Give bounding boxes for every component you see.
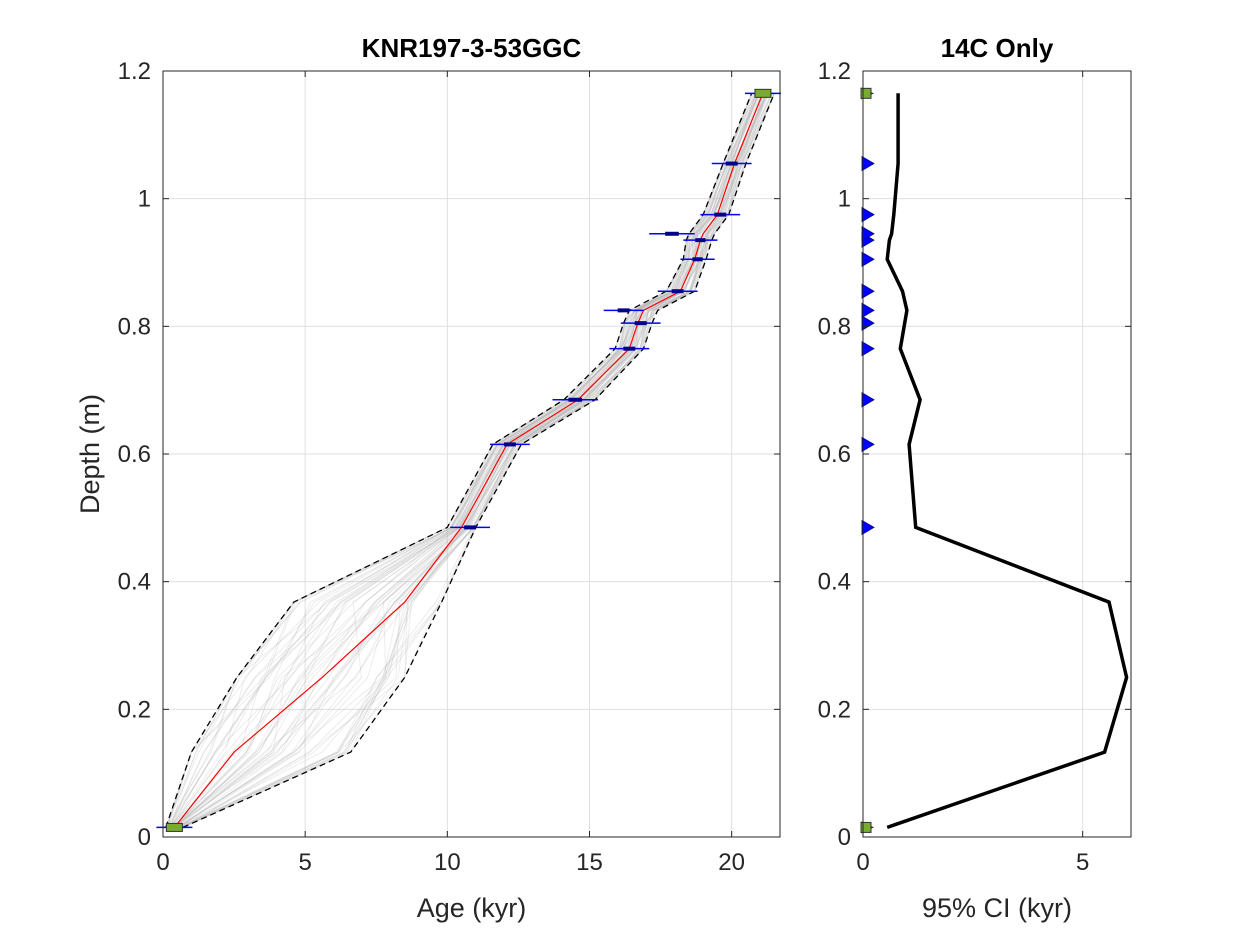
age-depth-ytick-label: 0.4 <box>118 569 151 596</box>
age-depth-xtick-label: 15 <box>576 849 603 876</box>
age-depth-panel: 0 5 10 15 20 0 0.2 0.4 0.6 0.8 1 1.2 KNR197-3-53GGC… <box>75 33 781 923</box>
age-depth-ytick-label: 0.6 <box>118 441 151 468</box>
ci-ytick-label: 0.4 <box>818 569 851 596</box>
lower-95-line <box>165 93 753 828</box>
depth-axis-label: Depth (m) <box>75 394 105 514</box>
ci-ytick-label: 1 <box>838 186 851 213</box>
age-depth-xtick-label: 5 <box>298 849 311 876</box>
ci-ytick-label: 1.2 <box>818 58 851 85</box>
age-depth-ytick-label: 1.2 <box>118 58 151 85</box>
age-depth-xtick-label: 10 <box>434 849 461 876</box>
ci-ytick-label: 0.6 <box>818 441 851 468</box>
ci-xtick-label: 0 <box>856 849 869 876</box>
date-depth-marker <box>861 340 875 357</box>
anchor-marker <box>165 822 183 832</box>
age-depth-ytick-label: 0.2 <box>118 696 151 723</box>
ci-ticks: 0 5 0 0.2 0.4 0.6 0.8 1 1.2 <box>818 58 1131 876</box>
date-depth-marker <box>861 226 875 242</box>
age-depth-xtick-label: 20 <box>718 849 745 876</box>
anchor-points <box>156 88 781 832</box>
ci-panel: 0 5 0 0.2 0.4 0.6 0.8 1 1.2 14C Only 95% CI (kyr… <box>818 33 1132 923</box>
age-depth-ytick-label: 0.8 <box>118 313 151 340</box>
ci-markers <box>860 87 875 834</box>
ci-title: 14C Only <box>941 33 1054 63</box>
anchor-marker <box>754 88 772 98</box>
age-depth-ytick-label: 1 <box>138 186 151 213</box>
radiocarbon-dates <box>450 161 752 530</box>
date-depth-marker <box>861 155 875 172</box>
date-depth-marker <box>861 206 875 223</box>
date-depth-marker <box>861 302 875 319</box>
age-depth-title: KNR197-3-53GGC <box>362 33 582 63</box>
date-depth-marker <box>861 436 875 453</box>
ci-axis-label: 95% CI (kyr) <box>922 893 1072 923</box>
anchor-depth-marker <box>860 821 872 833</box>
age-depth-ticks: 0 5 10 15 20 0 0.2 0.4 0.6 0.8 1 1.2 <box>118 58 780 876</box>
ci-ytick-label: 0.8 <box>818 313 851 340</box>
ci-ytick-label: 0 <box>838 824 851 851</box>
ci-lines <box>885 93 1129 830</box>
age-axis-label: Age (kyr) <box>417 893 527 923</box>
age-depth-xtick-label: 0 <box>156 849 169 876</box>
ci-width-line <box>885 93 1129 830</box>
date-depth-marker <box>861 251 875 268</box>
ci-ytick-label: 0.2 <box>818 696 851 723</box>
age-depth-ytick-label: 0 <box>138 824 151 851</box>
date-depth-marker <box>861 283 875 299</box>
anchor-depth-marker <box>860 87 872 99</box>
date-depth-marker <box>861 519 875 536</box>
ci-xtick-label: 5 <box>1076 849 1089 876</box>
date-depth-marker <box>861 392 875 408</box>
age-depth-grid <box>162 70 780 838</box>
